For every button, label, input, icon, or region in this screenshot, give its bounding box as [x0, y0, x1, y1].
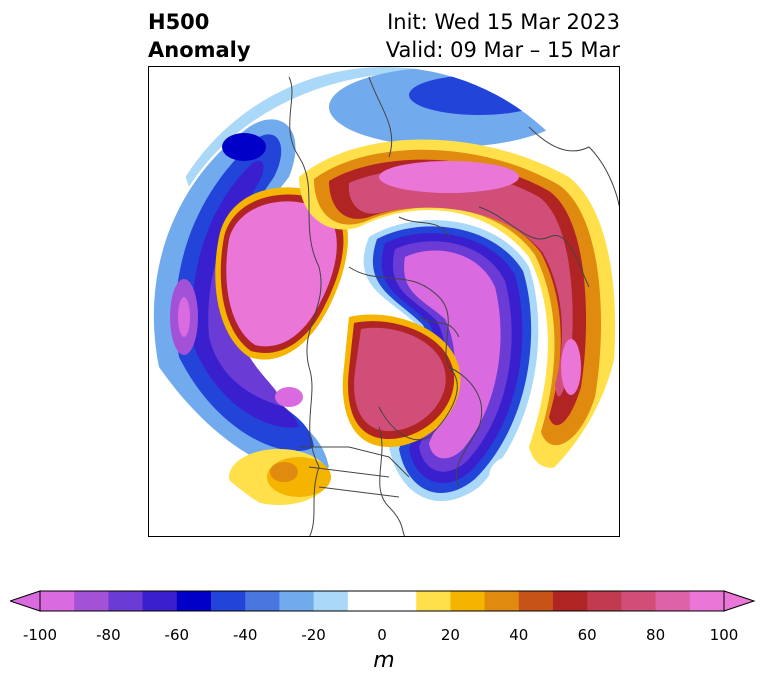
map-panel — [148, 66, 620, 537]
colorbar-segment — [176, 591, 212, 611]
colorbar-segment — [347, 591, 383, 611]
anomaly-field — [149, 67, 619, 536]
colorbar-segment — [621, 591, 657, 611]
colorbar-segment — [450, 591, 486, 611]
colorbar — [10, 590, 756, 612]
colorbar-segment — [553, 591, 588, 611]
colorbar-tick-label: 100 — [709, 626, 739, 644]
colorbar-segment — [382, 591, 417, 611]
colorbar-extend-low — [10, 590, 41, 612]
colorbar-unit: m — [373, 648, 395, 673]
colorbar-tick-label: -100 — [22, 626, 58, 644]
coastlines — [288, 76, 619, 536]
colorbar-tick-label: 80 — [646, 626, 666, 644]
colorbar-segment — [211, 591, 246, 611]
colorbar-segment — [518, 591, 554, 611]
anomaly-map — [149, 67, 619, 536]
colorbar-tick-label: 40 — [509, 626, 529, 644]
colorbar-segment — [689, 591, 725, 611]
colorbar-segment — [40, 591, 75, 611]
valid-range: Valid: 09 Mar – 15 Mar — [385, 38, 620, 62]
colorbar-segment — [279, 591, 315, 611]
colorbar-segment — [655, 591, 691, 611]
title-subtitle: Anomaly — [148, 38, 251, 62]
colorbar-segment — [587, 591, 622, 611]
title-variable: H500 — [148, 10, 210, 34]
colorbar-segments — [40, 591, 725, 611]
colorbar-segment — [142, 591, 178, 611]
colorbar-tick-label: -80 — [96, 626, 121, 644]
colorbar-segment — [245, 591, 280, 611]
colorbar-tick-label: 0 — [377, 626, 387, 644]
colorbar-segment — [484, 591, 520, 611]
init-date: Init: Wed 15 Mar 2023 — [387, 10, 620, 34]
title-right: Init: Wed 15 Mar 2023 Valid: 09 Mar – 15… — [386, 8, 620, 64]
colorbar-tick-label: -40 — [232, 626, 258, 644]
colorbar-extend-high — [723, 590, 756, 612]
colorbar-tick-label: 60 — [577, 626, 597, 644]
title-left: H500 Anomaly — [148, 8, 251, 64]
colorbar-tick-label: -20 — [301, 626, 326, 644]
colorbar-segment — [108, 591, 144, 611]
colorbar-segment — [313, 591, 349, 611]
colorbar-segment — [416, 591, 451, 611]
colorbar-tick-label: 20 — [440, 626, 460, 644]
colorbar-segment — [74, 591, 109, 611]
colorbar-tick-label: -60 — [164, 626, 190, 644]
